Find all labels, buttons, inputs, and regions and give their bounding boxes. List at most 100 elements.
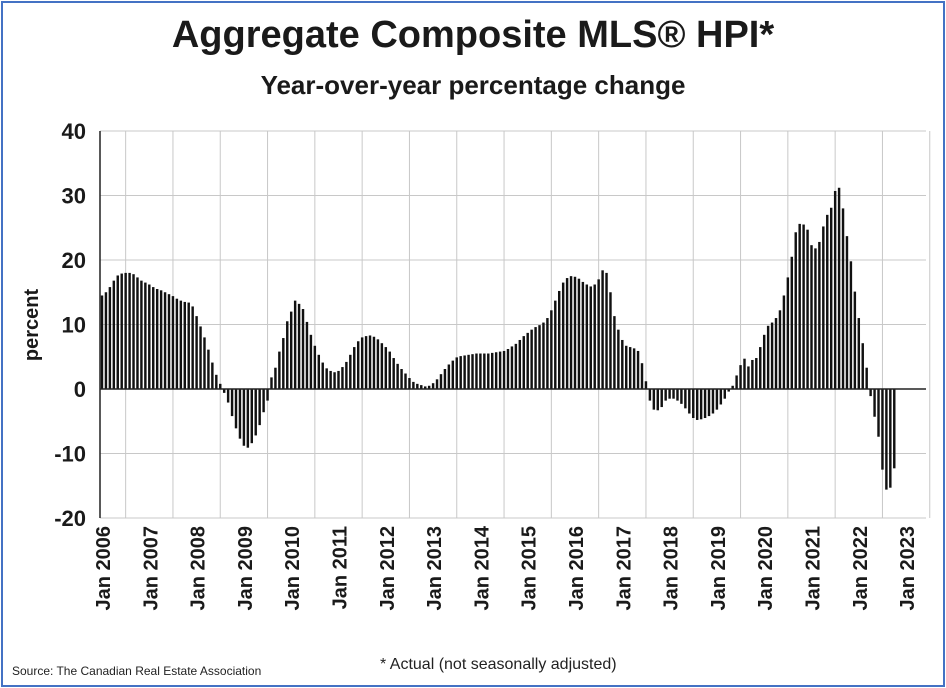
- bar: [211, 362, 214, 389]
- bar: [652, 389, 656, 410]
- bar: [818, 241, 821, 389]
- x-tick-label: Jan 2013: [424, 526, 446, 611]
- bar: [719, 389, 723, 405]
- bar: [155, 289, 159, 389]
- bar: [171, 296, 175, 389]
- bar: [861, 343, 864, 389]
- bar: [648, 389, 652, 401]
- x-tick-label: Jan 2020: [755, 526, 777, 611]
- bar: [829, 207, 833, 389]
- bar: [609, 292, 612, 389]
- bar: [238, 389, 242, 439]
- bar: [605, 272, 608, 389]
- bar: [628, 347, 632, 389]
- bar: [266, 389, 269, 401]
- bar: [786, 277, 790, 389]
- bar: [494, 352, 498, 389]
- bar: [715, 389, 719, 410]
- bar: [837, 187, 841, 389]
- bar: [423, 386, 427, 389]
- bar: [136, 277, 139, 389]
- bar: [889, 389, 892, 488]
- bar: [699, 389, 703, 420]
- bar: [498, 351, 502, 389]
- bar: [199, 326, 202, 389]
- bar: [814, 248, 817, 389]
- bar: [522, 336, 525, 389]
- bar: [258, 389, 261, 426]
- bar: [380, 343, 384, 389]
- x-tick-label: Jan 2021: [803, 526, 825, 611]
- bar: [506, 349, 510, 389]
- bar: [530, 329, 533, 389]
- bar: [384, 347, 388, 389]
- bar: [416, 383, 419, 389]
- bar: [120, 273, 123, 389]
- bar: [849, 261, 853, 389]
- bar: [581, 281, 585, 389]
- bar: [798, 223, 801, 389]
- bar: [321, 362, 324, 389]
- bar: [711, 389, 715, 414]
- bar: [116, 275, 119, 389]
- bar: [660, 389, 663, 408]
- bar: [766, 325, 770, 389]
- bar: [187, 302, 190, 389]
- bar: [546, 318, 549, 389]
- bar: [195, 316, 198, 389]
- bar: [451, 360, 455, 389]
- bar: [869, 389, 872, 397]
- bar: [774, 318, 778, 389]
- bar: [810, 245, 813, 389]
- bar: [293, 300, 297, 389]
- bar: [565, 278, 569, 389]
- y-tick-labels: 40 30 20 10 0 -10 -20: [54, 119, 86, 531]
- bar: [262, 389, 265, 413]
- bar: [431, 383, 435, 389]
- x-tick-label: Jan 2015: [519, 526, 541, 611]
- bar: [274, 367, 277, 389]
- bar: [822, 226, 825, 389]
- bar: [404, 373, 407, 389]
- bar: [561, 282, 565, 389]
- bar: [573, 276, 577, 389]
- bar: [558, 290, 561, 389]
- bar: [313, 345, 317, 389]
- bar: [707, 389, 711, 417]
- bar: [644, 381, 648, 389]
- bar: [762, 334, 766, 389]
- bar: [250, 389, 253, 444]
- bar: [427, 385, 431, 389]
- x-tick-label: Jan 2023: [897, 526, 919, 611]
- bar: [759, 347, 762, 389]
- bar: [128, 272, 131, 389]
- x-tick-label: Jan 2022: [850, 526, 872, 611]
- bar: [833, 190, 837, 389]
- x-tick-label: Jan 2016: [566, 526, 588, 611]
- bar: [510, 346, 514, 389]
- bar: [349, 354, 352, 389]
- bar: [226, 389, 230, 403]
- bar-series: [100, 187, 896, 490]
- bar: [301, 309, 305, 389]
- bar: [148, 284, 151, 389]
- bar: [467, 354, 470, 389]
- bar: [514, 343, 518, 389]
- bar: [333, 372, 336, 389]
- bar: [577, 278, 581, 389]
- bar: [286, 321, 289, 389]
- bar: [806, 229, 809, 389]
- gridlines: [100, 130, 931, 519]
- bar: [471, 354, 474, 389]
- bar: [246, 389, 250, 448]
- bar: [794, 232, 797, 389]
- bar: [877, 389, 880, 437]
- bar: [309, 334, 313, 389]
- bar: [372, 336, 376, 389]
- bar: [443, 369, 447, 389]
- bar: [613, 316, 616, 389]
- bar: [491, 352, 494, 389]
- bar: [455, 357, 458, 389]
- bar: [152, 287, 155, 389]
- bar: [305, 321, 309, 389]
